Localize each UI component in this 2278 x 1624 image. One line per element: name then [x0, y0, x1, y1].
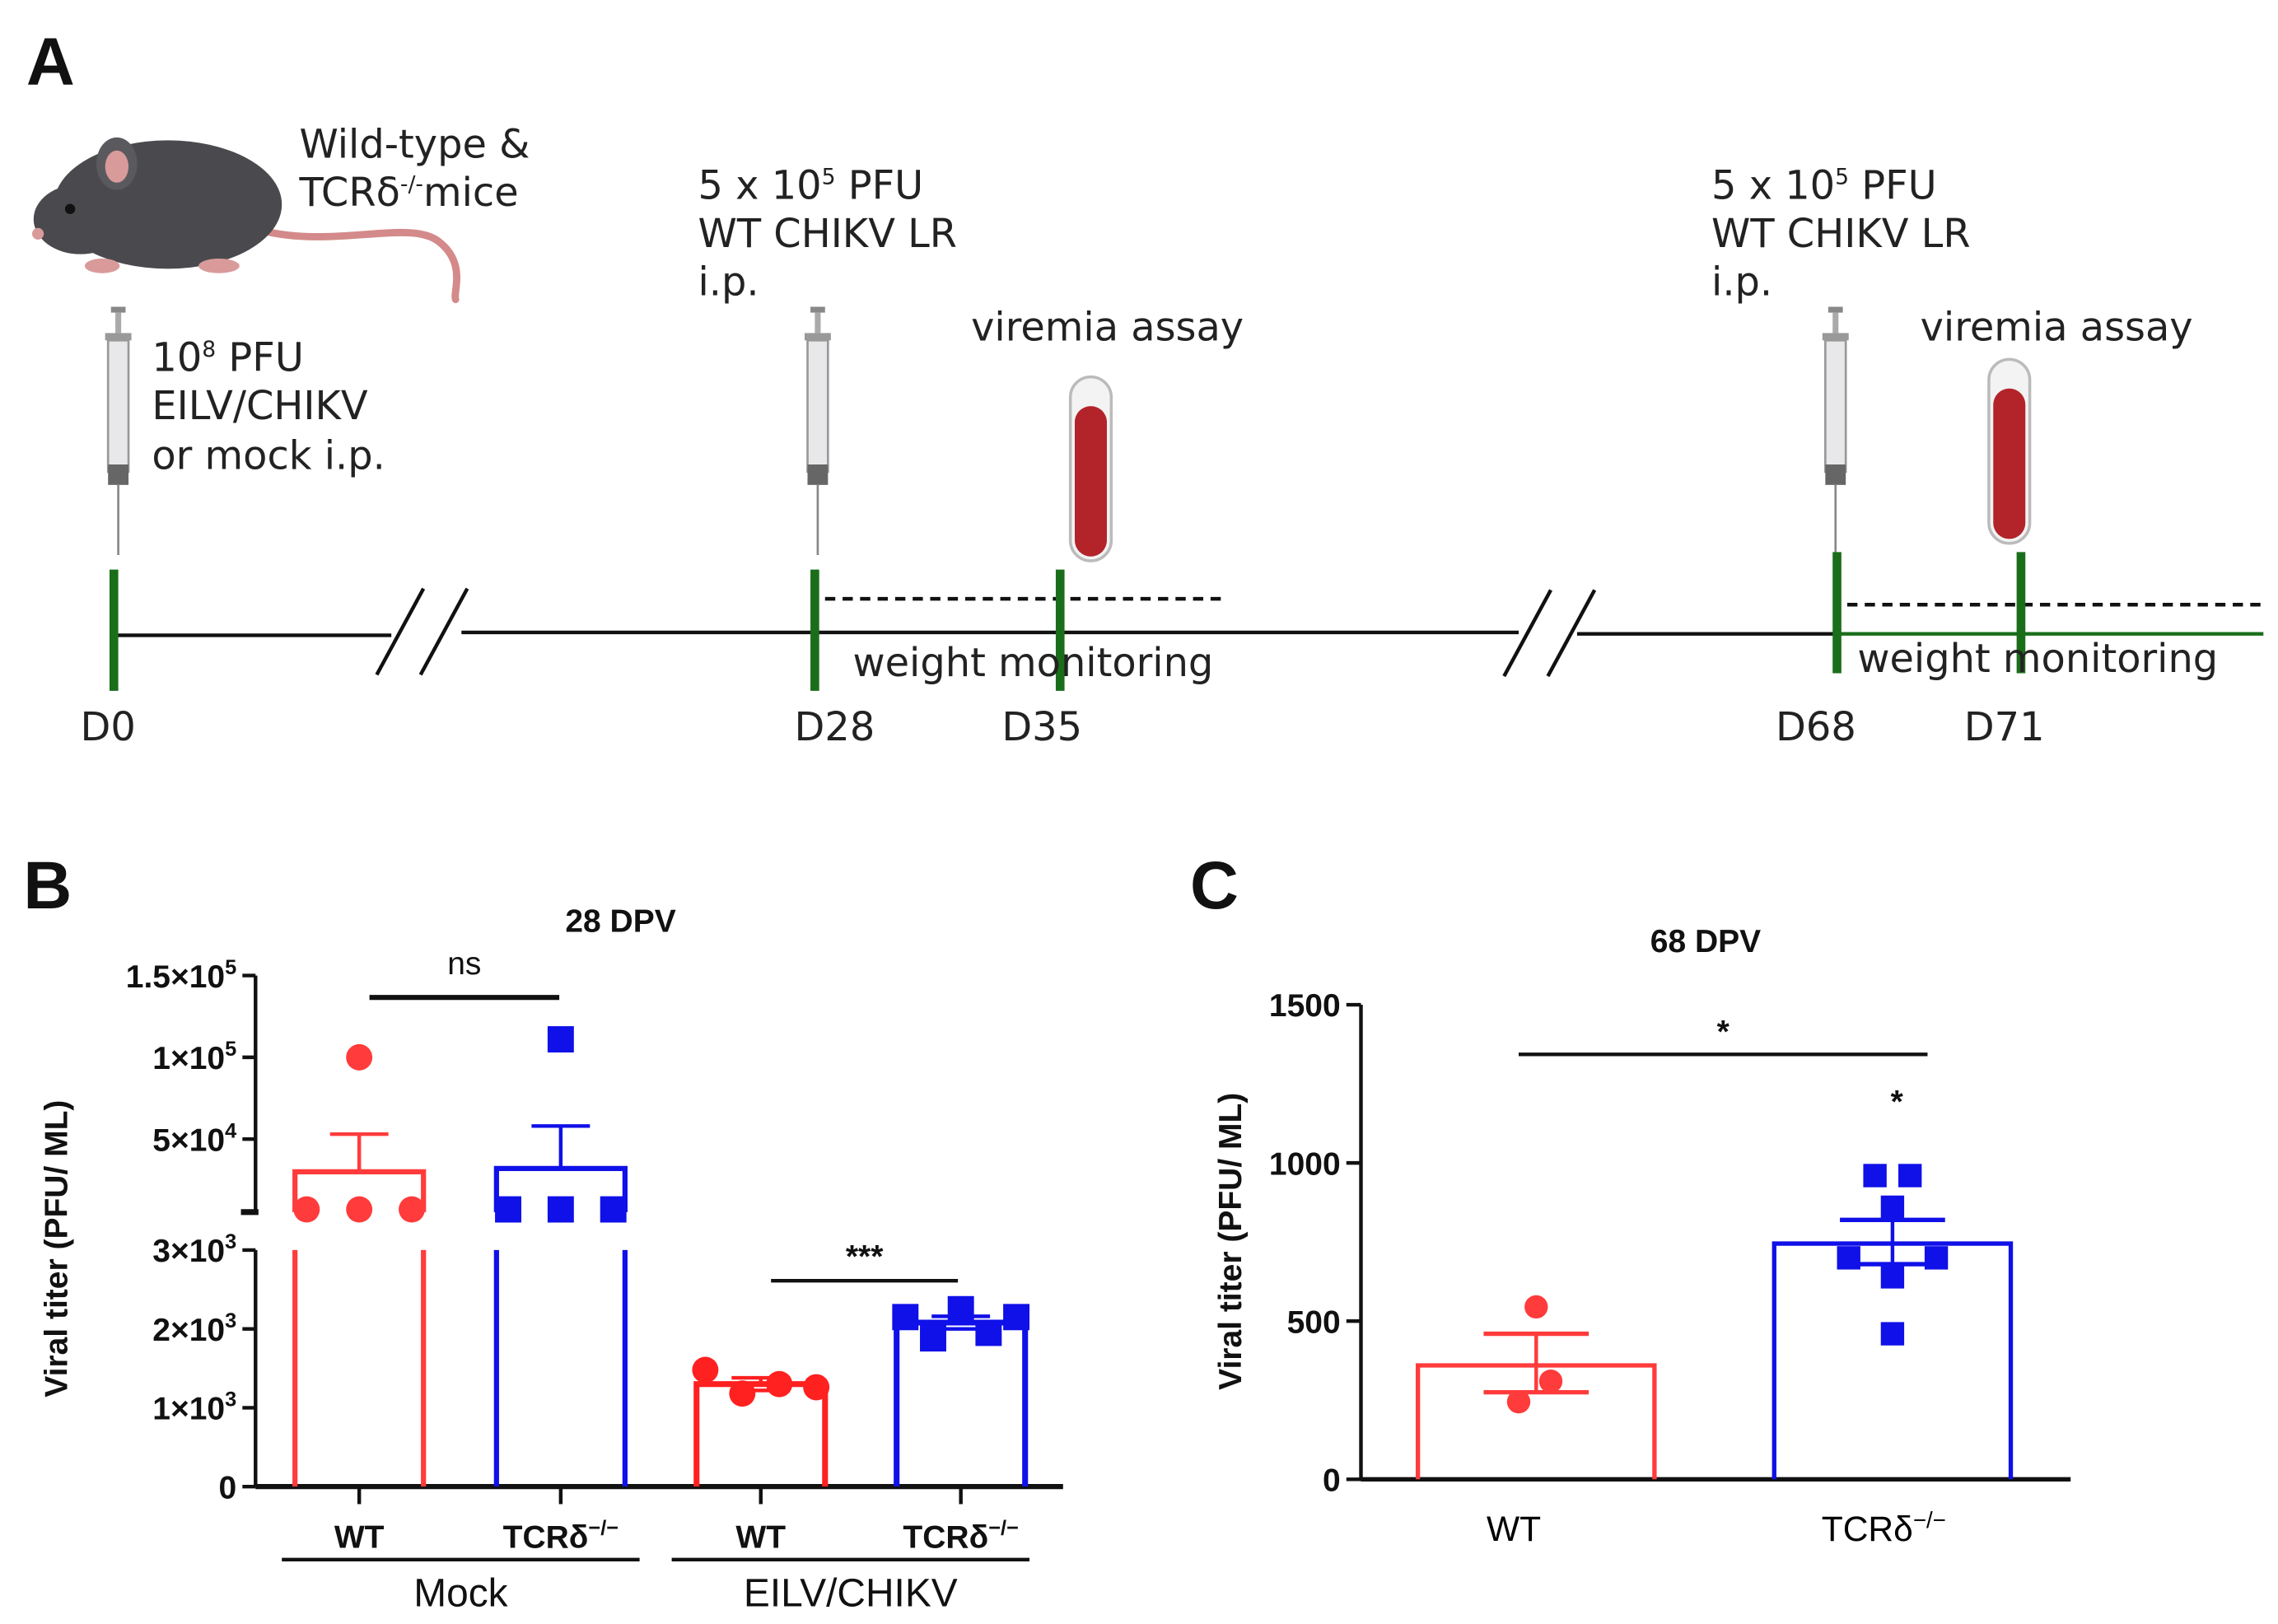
- y-tick-label: 1500: [1269, 988, 1341, 1024]
- data-point: [495, 1196, 521, 1223]
- group-label: Mock: [413, 1572, 507, 1616]
- data-point: [346, 1196, 373, 1223]
- significance-label: *: [1891, 1085, 1904, 1120]
- challenge2-dose: 5 x 105 PFU: [1711, 163, 1937, 208]
- chart-title: 68 DPV: [1650, 924, 1761, 959]
- panel-a-label: A: [26, 25, 75, 100]
- timeline: [114, 587, 2264, 678]
- mice-label-line1: Wild-type &: [299, 123, 530, 168]
- y-tick-label: 0: [219, 1470, 237, 1505]
- panel-b-label: B: [23, 848, 72, 923]
- data-point: [920, 1325, 946, 1352]
- significance-label: ns: [447, 946, 481, 982]
- x-tick-label: TCRδ−/−: [1822, 1507, 1946, 1549]
- syringe-icon: [105, 306, 132, 555]
- y-tick-label: 1×103: [152, 1388, 236, 1427]
- data-point: [600, 1196, 627, 1223]
- data-point: [1837, 1246, 1860, 1270]
- data-point: [399, 1196, 425, 1223]
- chart-title: 28 DPV: [565, 903, 675, 939]
- data-point: [293, 1196, 320, 1223]
- bar: [292, 1132, 427, 1487]
- syringe-icon: [803, 306, 833, 557]
- y-tick-label: 0: [1323, 1463, 1341, 1498]
- y-tick-label: 1×105: [152, 1038, 236, 1076]
- data-point: [346, 1043, 373, 1071]
- data-point: [729, 1380, 756, 1407]
- mice-label-line2: TCRδ-/-mice: [298, 170, 518, 216]
- timepoint-markers: [109, 552, 2026, 691]
- day-label-d0: D0: [81, 705, 136, 750]
- x-tick-label: TCRδ−/−: [503, 1517, 619, 1556]
- y-tick-label: 1.5×105: [126, 956, 236, 995]
- data-point: [1880, 1265, 1905, 1289]
- data-point: [1924, 1246, 1949, 1270]
- x-tick-label: TCRδ−/−: [903, 1517, 1018, 1556]
- bar: [493, 1124, 628, 1487]
- blood-tube-icon: [1987, 357, 2032, 545]
- data-point: [1003, 1304, 1030, 1331]
- y-tick-label: 1000: [1269, 1146, 1341, 1182]
- data-point: [547, 1196, 574, 1223]
- data-point: [975, 1319, 1002, 1346]
- data-point: [892, 1304, 919, 1331]
- y-tick-label: 3×103: [152, 1230, 236, 1269]
- day-label-d68: D68: [1776, 705, 1856, 750]
- viremia-assay-label-2: viremia assay: [1921, 305, 2193, 350]
- challenge2-virus: WT CHIKV LR: [1711, 212, 1971, 257]
- chart-68dpv: 68 DPV Viral titer (PFU/ ML) 0 500 1000 1500 W…: [1213, 924, 2071, 1549]
- y-axis-label: Viral titer (PFU/ ML): [1213, 1093, 1249, 1390]
- challenge1-virus: WT CHIKV LR: [698, 212, 958, 257]
- prime-dose: 108 PFU: [152, 336, 303, 381]
- syringe-icon: [1821, 306, 1851, 557]
- data-point: [1863, 1164, 1887, 1188]
- y-tick-label: 2×103: [152, 1309, 236, 1348]
- data-point: [766, 1370, 793, 1398]
- data-point: [547, 1026, 574, 1052]
- data-point: [1538, 1370, 1563, 1393]
- bar-outline: [894, 1319, 1029, 1487]
- group-label: EILV/CHIKV: [744, 1572, 958, 1616]
- y-tick-label: 500: [1287, 1304, 1341, 1340]
- data-point: [803, 1374, 830, 1401]
- day-label-d28: D28: [795, 705, 875, 750]
- weight-monitoring-label-1: weight monitoring: [852, 641, 1213, 686]
- bar-outline: [693, 1381, 829, 1487]
- x-tick-label: WT: [334, 1520, 385, 1556]
- prime-route: or mock i.p.: [152, 433, 385, 478]
- x-tick-label: WT: [735, 1520, 786, 1556]
- mouse-illustration: [32, 137, 460, 304]
- significance-label: ***: [846, 1239, 884, 1275]
- blood-tube-icon: [1068, 375, 1113, 562]
- bar: [894, 1314, 1029, 1487]
- chart-28dpv: 28 DPV Viral titer (PFU/ ML) 0 1×103 2×103 3×…: [40, 903, 1063, 1616]
- y-tick-label: 5×104: [152, 1119, 236, 1158]
- data-point: [1880, 1322, 1905, 1346]
- panel-c-label: C: [1190, 848, 1239, 923]
- prime-vaccine: EILV/CHIKV: [152, 384, 368, 429]
- x-tick-label: WT: [1487, 1510, 1541, 1549]
- challenge1-dose: 5 x 105 PFU: [698, 163, 924, 208]
- challenge2-route: i.p.: [1711, 259, 1772, 305]
- day-label-d71: D71: [1964, 705, 2045, 750]
- challenge1-route: i.p.: [698, 259, 759, 305]
- data-point: [1524, 1295, 1548, 1319]
- significance-label: *: [1717, 1015, 1730, 1050]
- data-point: [947, 1295, 974, 1323]
- viremia-assay-label-1: viremia assay: [971, 305, 1244, 350]
- data-point: [692, 1356, 719, 1384]
- weight-monitoring-label-2: weight monitoring: [1857, 637, 2218, 682]
- day-label-d35: D35: [1001, 705, 1082, 750]
- data-point: [1506, 1389, 1531, 1414]
- data-point: [1898, 1164, 1922, 1188]
- y-axis-label: Viral titer (PFU/ ML): [40, 1100, 75, 1398]
- data-point: [1880, 1195, 1905, 1220]
